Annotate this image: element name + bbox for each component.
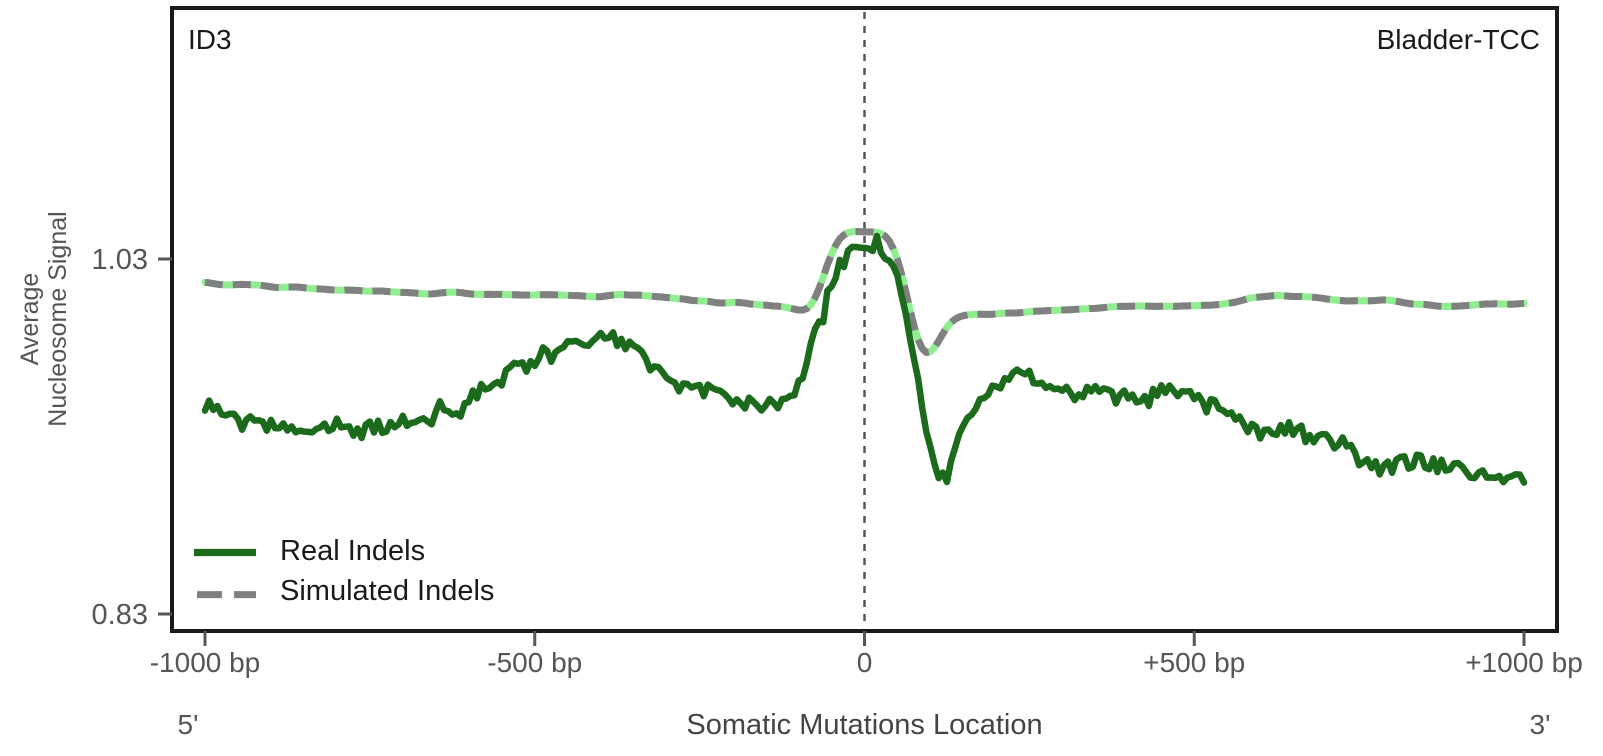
svg-text:Bladder-TCC: Bladder-TCC [1377,24,1540,55]
svg-text:Simulated Indels: Simulated Indels [280,575,494,607]
svg-text:+500 bp: +500 bp [1143,647,1245,678]
svg-text:0: 0 [857,647,873,678]
svg-text:Nucleosome Signal: Nucleosome Signal [44,211,72,426]
svg-text:ID3: ID3 [188,24,232,55]
svg-text:5': 5' [178,709,199,740]
svg-text:Somatic Mutations Location: Somatic Mutations Location [686,709,1042,741]
svg-text:Real Indels: Real Indels [280,535,425,567]
svg-text:1.03: 1.03 [92,244,148,276]
svg-text:+1000 bp: +1000 bp [1465,647,1583,678]
svg-text:-1000 bp: -1000 bp [150,647,261,678]
svg-text:Average: Average [16,273,44,366]
svg-text:-500 bp: -500 bp [487,647,582,678]
svg-text:0.83: 0.83 [92,599,148,631]
svg-text:3': 3' [1530,709,1551,740]
